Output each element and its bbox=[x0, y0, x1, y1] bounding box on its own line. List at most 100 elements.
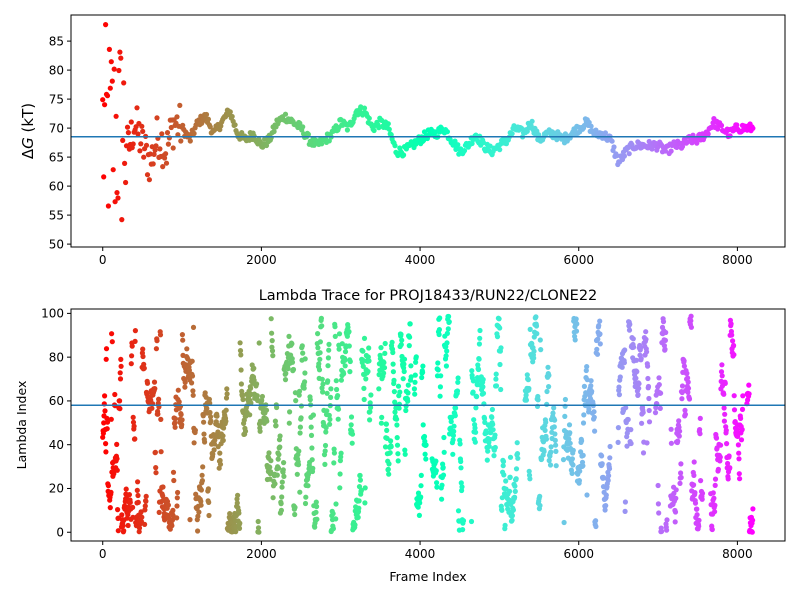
delta-g-point bbox=[160, 164, 166, 170]
lambda-point bbox=[109, 331, 115, 337]
lambda-point bbox=[362, 500, 368, 506]
lambda-point bbox=[300, 350, 306, 356]
lambda-point bbox=[278, 507, 284, 513]
lambda-point bbox=[446, 313, 452, 320]
lambda-point bbox=[646, 407, 652, 414]
lambda-point bbox=[157, 332, 164, 338]
lambda-point bbox=[342, 357, 348, 363]
lambda-point bbox=[513, 476, 519, 482]
lambda-point bbox=[142, 521, 148, 528]
lambda-point bbox=[567, 430, 573, 436]
delta-g-point bbox=[614, 153, 620, 159]
lambda-point bbox=[376, 386, 382, 392]
delta-g-point bbox=[282, 111, 289, 117]
delta-g-point bbox=[168, 124, 174, 131]
lambda-point bbox=[474, 394, 480, 400]
lambda-point bbox=[681, 358, 687, 364]
lambda-point bbox=[635, 392, 641, 398]
lambda-point bbox=[439, 482, 445, 488]
lambda-point bbox=[325, 355, 331, 361]
lambda-point bbox=[560, 457, 567, 463]
lambda-point bbox=[633, 357, 640, 363]
delta-g-point bbox=[727, 133, 733, 139]
delta-g-point bbox=[401, 152, 407, 158]
delta-g-point bbox=[102, 102, 108, 108]
lambda-point bbox=[503, 478, 509, 484]
lambda-point bbox=[267, 476, 273, 482]
lambda-point bbox=[682, 411, 689, 417]
lambda-point bbox=[531, 355, 537, 361]
lambda-point bbox=[388, 444, 394, 450]
lambda-point bbox=[317, 356, 323, 362]
lambda-point bbox=[312, 524, 318, 530]
lambda-point bbox=[551, 405, 557, 411]
lambda-point bbox=[254, 393, 260, 399]
lambda-point bbox=[208, 414, 214, 420]
lambda-x-axis-label: Frame Index bbox=[389, 569, 466, 584]
lambda-point bbox=[593, 523, 599, 530]
delta-g-point bbox=[326, 138, 332, 144]
lambda-point bbox=[407, 321, 413, 327]
lambda-point bbox=[412, 372, 418, 378]
lambda-point bbox=[112, 391, 118, 398]
lambda-point bbox=[314, 503, 320, 510]
lambda-point bbox=[310, 465, 316, 471]
delta-g-point bbox=[319, 141, 325, 147]
lambda-point bbox=[201, 431, 207, 437]
lambda-point bbox=[221, 425, 227, 431]
delta-g-point bbox=[705, 131, 711, 137]
lambda-y-ticks: 0 20 40 60 80 100 bbox=[41, 307, 71, 539]
lambda-point bbox=[440, 472, 447, 478]
lambda-point bbox=[307, 397, 313, 403]
lambda-point bbox=[235, 492, 241, 498]
lambda-point bbox=[301, 385, 307, 391]
lambda-point bbox=[735, 442, 742, 448]
lambda-point bbox=[251, 377, 257, 383]
lambda-point bbox=[538, 347, 544, 353]
lambda-point bbox=[493, 376, 499, 382]
lambda-point bbox=[525, 377, 531, 383]
lambda-point bbox=[394, 435, 400, 441]
lambda-point bbox=[607, 443, 613, 450]
lambda-point bbox=[444, 348, 450, 354]
lambda-point bbox=[367, 417, 373, 423]
lambda-point bbox=[476, 356, 482, 362]
lambda-point bbox=[657, 405, 663, 411]
lambda-point bbox=[334, 386, 340, 393]
lambda-point bbox=[698, 478, 704, 484]
lambda-point bbox=[552, 437, 558, 443]
lambda-point bbox=[236, 510, 242, 516]
lambda-point bbox=[672, 509, 679, 515]
lambda-point bbox=[263, 407, 270, 413]
lambda-point bbox=[356, 505, 362, 511]
lambda-point bbox=[325, 378, 331, 384]
lambda-point bbox=[361, 385, 367, 391]
lambda-point bbox=[437, 384, 443, 390]
lambda-point bbox=[643, 336, 649, 342]
lambda-point bbox=[363, 376, 369, 382]
lambda-point bbox=[140, 346, 146, 352]
lambda-y-axis-label: Lambda Index bbox=[14, 381, 29, 470]
lambda-point bbox=[553, 463, 559, 469]
lambda-point bbox=[566, 436, 572, 442]
lambda-point bbox=[625, 416, 631, 423]
lambda-point bbox=[691, 459, 697, 465]
lambda-points bbox=[100, 313, 756, 535]
lambda-point bbox=[319, 376, 325, 382]
lambda-y-tick-label: 40 bbox=[49, 438, 64, 452]
lambda-point bbox=[622, 499, 629, 505]
lambda-point bbox=[257, 428, 263, 434]
lambda-point bbox=[553, 448, 559, 454]
delta-g-y-tick-label: 55 bbox=[49, 208, 64, 222]
lambda-point bbox=[434, 480, 440, 486]
lambda-point bbox=[189, 358, 195, 364]
lambda-point bbox=[546, 457, 552, 464]
lambda-point bbox=[731, 342, 737, 349]
lambda-point bbox=[382, 340, 388, 347]
delta-g-point bbox=[111, 66, 117, 72]
lambda-point bbox=[546, 384, 552, 390]
lambda-point bbox=[436, 327, 442, 333]
lambda-point bbox=[402, 451, 408, 457]
lambda-point bbox=[719, 373, 725, 379]
lambda-point bbox=[205, 486, 211, 492]
